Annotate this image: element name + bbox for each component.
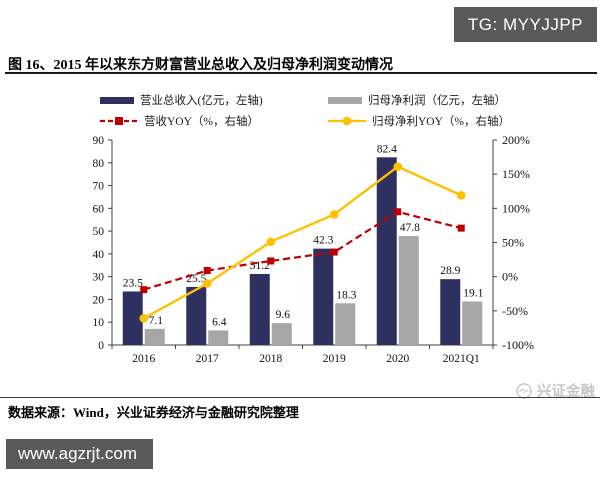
revenue-yoy-marker — [267, 257, 275, 265]
profit-value-label: 7.1 — [149, 315, 164, 327]
left-tick-label: 20 — [93, 294, 105, 306]
legend-label: 归母净利YOY（%，右轴） — [372, 116, 510, 128]
telegram-watermark-badge: TG: MYYJJPP — [453, 7, 597, 42]
bar-swatch-gray — [328, 96, 362, 104]
website-watermark-banner: www.agzrjt.com — [6, 439, 153, 469]
x-axis-label: 2019 — [323, 353, 346, 365]
profit-value-label: 9.6 — [276, 309, 291, 321]
profit-yoy-marker — [456, 191, 466, 200]
profit-yoy-marker — [202, 279, 212, 288]
profit-yoy-marker — [329, 210, 339, 219]
right-tick-label: 0% — [502, 270, 518, 284]
profit-yoy-line — [143, 165, 462, 320]
figure-title: 图 16、2015 年以来东方财富营业总收入及归母净利润变动情况 — [8, 58, 393, 73]
profit-value-label: 18.3 — [336, 289, 356, 301]
legend-item-net-profit: 归母净利润（亿元，左轴） — [328, 92, 510, 108]
revenue-yoy-marker — [457, 224, 465, 232]
revenue-yoy-marker — [140, 286, 148, 294]
revenue-value-label: 42.3 — [313, 235, 333, 247]
right-tick-label: -100% — [502, 338, 534, 352]
legend-label: 营业总收入(亿元，左轴) — [140, 95, 263, 107]
net-profit-bar — [144, 328, 165, 345]
legend-label: 归母净利润（亿元，左轴） — [368, 95, 506, 107]
right-tick-label: 150% — [502, 167, 530, 181]
total-revenue-bar — [440, 279, 461, 345]
profit-yoy-marker — [139, 314, 149, 323]
x-axis-label: 2020 — [386, 353, 409, 365]
chart-legend: 营业总收入(亿元，左轴) 归母净利润（亿元，左轴） 营收YOY（%，右轴） 归母… — [100, 92, 510, 129]
revenue-yoy-marker — [330, 248, 338, 256]
footer-divider — [0, 397, 600, 398]
solid-line-circle-marker-icon — [328, 116, 366, 126]
left-tick-label: 80 — [93, 158, 105, 170]
x-axis-label: 2018 — [259, 353, 282, 365]
publisher-watermark: 兴证金融 — [515, 380, 595, 401]
x-axis-label: 2016 — [132, 353, 155, 365]
total-revenue-bar — [249, 273, 270, 345]
profit-value-label: 6.4 — [212, 316, 227, 328]
total-revenue-bar — [313, 248, 334, 345]
right-tick-label: 50% — [502, 236, 524, 250]
legend-item-revenue-yoy: 营收YOY（%，右轴） — [100, 113, 328, 129]
left-tick-label: 40 — [93, 249, 105, 261]
profit-yoy-marker — [393, 162, 403, 171]
revenue-value-label: 28.9 — [440, 265, 460, 277]
revenue-value-label: 82.4 — [377, 143, 397, 155]
bar-swatch-navy — [100, 96, 134, 104]
legend-label: 营收YOY（%，右轴） — [144, 116, 259, 128]
left-tick-label: 30 — [93, 272, 105, 284]
legend-item-total-revenue: 营业总收入(亿元，左轴) — [100, 92, 328, 108]
left-tick-label: 10 — [93, 317, 105, 329]
right-tick-label: 200% — [502, 133, 530, 147]
net-profit-bar — [462, 301, 483, 345]
data-source-note: 数据来源：Wind，兴业证券经济与金融研究院整理 — [8, 405, 299, 420]
legend-item-profit-yoy: 归母净利YOY（%，右轴） — [328, 113, 510, 129]
revenue-yoy-line — [143, 210, 462, 291]
total-revenue-bar — [376, 157, 397, 345]
left-tick-label: 70 — [93, 181, 105, 193]
profit-yoy-marker — [266, 237, 276, 247]
profit-value-label: 19.1 — [463, 287, 483, 299]
x-axis-label: 2021Q1 — [443, 353, 480, 365]
right-tick-label: 100% — [502, 201, 530, 215]
revenue-value-label: 23.5 — [123, 277, 143, 289]
net-profit-bar — [208, 330, 229, 345]
left-tick-label: 60 — [93, 203, 105, 215]
left-tick-label: 50 — [93, 226, 105, 238]
profit-value-label: 47.8 — [400, 222, 420, 234]
net-profit-bar — [398, 236, 419, 345]
left-tick-label: 0 — [98, 340, 104, 352]
publisher-watermark-label: 兴证金融 — [537, 384, 595, 400]
title-underline — [5, 72, 597, 74]
total-revenue-bar — [122, 291, 143, 345]
total-revenue-bar — [186, 286, 207, 345]
right-tick-label: -50% — [502, 304, 528, 318]
net-profit-bar — [335, 303, 356, 345]
revenue-yoy-marker — [394, 208, 402, 216]
x-axis-label: 2017 — [196, 353, 219, 365]
left-tick-label: 90 — [93, 135, 105, 147]
revenue-yoy-marker — [203, 267, 211, 275]
combo-chart-plot: 0 10 20 30 40 50 60 70 80 90 200% 150% 100% 50% 0% -50%… — [93, 133, 535, 365]
dashed-line-square-marker-icon — [100, 117, 138, 125]
net-profit-bar — [271, 323, 292, 345]
